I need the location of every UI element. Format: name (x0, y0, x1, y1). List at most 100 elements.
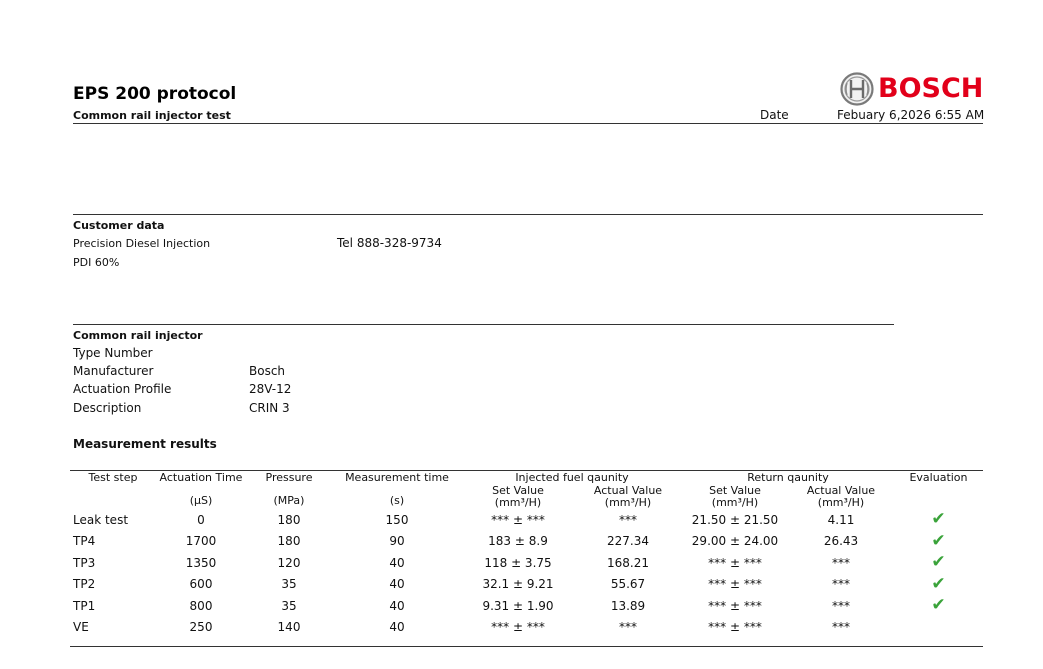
cell-pressure: 180 (277, 512, 301, 527)
injector-label-description: Description (73, 401, 142, 415)
inj-actual-unit: (mm³/H) (604, 496, 652, 509)
cell-pressure: 140 (277, 620, 301, 635)
measurement-table: Test step Actuation Time Pressure Measur… (70, 471, 983, 638)
cell-ret-actual: *** (832, 555, 850, 570)
cell-pressure: 120 (277, 555, 301, 570)
injector-value-description: CRIN 3 (249, 401, 290, 415)
cell-mtime: 40 (389, 577, 405, 592)
injector-value-actuation-profile: 28V-12 (249, 382, 292, 396)
col-evaluation: Evaluation (909, 471, 968, 484)
cell-evaluation: ✔ (894, 509, 983, 531)
cell-evaluation: ✔ (894, 574, 983, 596)
cell-ret-set: 29.00 ± 24.00 (691, 534, 779, 549)
inj-actual-label: Actual Value (593, 484, 663, 497)
cell-inj-set: *** ± *** (491, 512, 545, 527)
cell-inj-set: 183 ± 8.9 (488, 534, 548, 549)
cell-mtime: 150 (385, 512, 409, 527)
col-evaluation-blank (894, 485, 983, 509)
date-value: Febuary 6,2026 6:55 AM (837, 108, 985, 122)
measurement-top-rule (70, 470, 983, 471)
table-row: TP2 600 35 40 32.1 ± 9.21 55.67 *** ± **… (70, 574, 983, 596)
cell-evaluation: ✔ (894, 531, 983, 553)
cell-inj-actual: 13.89 (610, 598, 646, 613)
cell-ret-set: *** ± *** (708, 620, 762, 635)
cell-ret-actual: 4.11 (827, 512, 855, 527)
injector-label-type-number: Type Number (73, 346, 153, 360)
cell-actuation: 250 (189, 620, 213, 635)
measurement-table-wrap: Test step Actuation Time Pressure Measur… (70, 471, 983, 638)
col-ret-set: Set Value (mm³/H) (682, 485, 788, 509)
col-test-step: Test step (88, 471, 138, 484)
table-row: VE 250 140 40 *** ± *** *** *** ± *** **… (70, 617, 983, 639)
bosch-armature-icon (840, 72, 874, 106)
check-icon: ✔ (931, 573, 946, 594)
col-return-quantity: Return qaunity (747, 471, 829, 484)
col-pressure: Pressure (265, 471, 313, 484)
cell-inj-actual: 227.34 (607, 534, 649, 549)
customer-heading: Customer data (73, 219, 165, 232)
col-pressure-unit: (MPa) (273, 494, 305, 507)
cell-inj-actual: *** (619, 512, 637, 527)
table-row: TP3 1350 120 40 118 ± 3.75 168.21 *** ± … (70, 552, 983, 574)
cell-ret-actual: 26.43 (823, 534, 859, 549)
page-title: EPS 200 protocol (73, 84, 237, 104)
cell-evaluation: ✔ (894, 595, 983, 617)
cell-ret-actual: *** (832, 620, 850, 635)
cell-mtime: 90 (389, 534, 405, 549)
cell-actuation: 0 (197, 512, 205, 527)
col-ret-actual: Actual Value (mm³/H) (788, 485, 894, 509)
injector-rule (73, 324, 894, 325)
cell-actuation: 600 (189, 577, 213, 592)
cell-evaluation (894, 617, 983, 639)
table-row: Leak test 0 180 150 *** ± *** *** 21.50 … (70, 509, 983, 531)
cell-pressure: 35 (281, 598, 297, 613)
cell-ret-set: *** ± *** (708, 598, 762, 613)
cell-inj-set: 118 ± 3.75 (484, 555, 552, 570)
cell-actuation: 1700 (185, 534, 217, 549)
col-actuation-unit: (µS) (189, 494, 213, 507)
cell-ret-actual: *** (832, 577, 850, 592)
inj-set-unit: (mm³/H) (494, 496, 542, 509)
col-measurement-time: Measurement time (345, 471, 449, 484)
check-icon: ✔ (931, 595, 946, 616)
cell-ret-set: *** ± *** (708, 577, 762, 592)
ret-set-unit: (mm³/H) (711, 496, 759, 509)
cell-ret-actual: *** (832, 598, 850, 613)
check-icon: ✔ (931, 509, 946, 530)
col-measurement-unit: (s) (389, 494, 405, 507)
date-label: Date (760, 108, 789, 122)
ret-set-label: Set Value (709, 484, 761, 497)
cell-pressure: 35 (281, 577, 297, 592)
cell-inj-actual: 55.67 (610, 577, 646, 592)
check-icon: ✔ (931, 552, 946, 573)
ret-actual-label: Actual Value (806, 484, 876, 497)
cell-step: Leak test (73, 512, 129, 527)
col-actuation-time: Actuation Time (159, 471, 243, 484)
customer-name: Precision Diesel Injection (73, 237, 211, 250)
inj-set-label: Set Value (492, 484, 544, 497)
cell-actuation: 800 (189, 598, 213, 613)
page-subtitle: Common rail injector test (73, 109, 231, 122)
col-injected-fuel: Injected fuel qaunity (515, 471, 629, 484)
cell-step: TP3 (73, 555, 96, 570)
cell-pressure: 180 (277, 534, 301, 549)
cell-ret-set: *** ± *** (708, 555, 762, 570)
injector-label-manufacturer: Manufacturer (73, 364, 154, 378)
cell-step: TP4 (73, 534, 96, 549)
col-inj-set: Set Value (mm³/H) (462, 485, 574, 509)
injector-heading: Common rail injector (73, 329, 203, 342)
cell-ret-set: 21.50 ± 21.50 (691, 512, 779, 527)
cell-step: TP1 (73, 598, 96, 613)
customer-line2: PDI 60% (73, 256, 120, 269)
cell-inj-set: 32.1 ± 9.21 (482, 577, 554, 592)
cell-step: VE (73, 620, 89, 635)
cell-step: TP2 (73, 577, 96, 592)
cell-evaluation: ✔ (894, 552, 983, 574)
cell-inj-actual: 168.21 (607, 555, 649, 570)
col-test-step-blank (70, 485, 156, 509)
ret-actual-unit: (mm³/H) (817, 496, 865, 509)
header-rule (73, 123, 983, 124)
cell-inj-actual: *** (619, 620, 637, 635)
customer-rule (73, 214, 983, 215)
bosch-logo: BOSCH (840, 72, 983, 106)
